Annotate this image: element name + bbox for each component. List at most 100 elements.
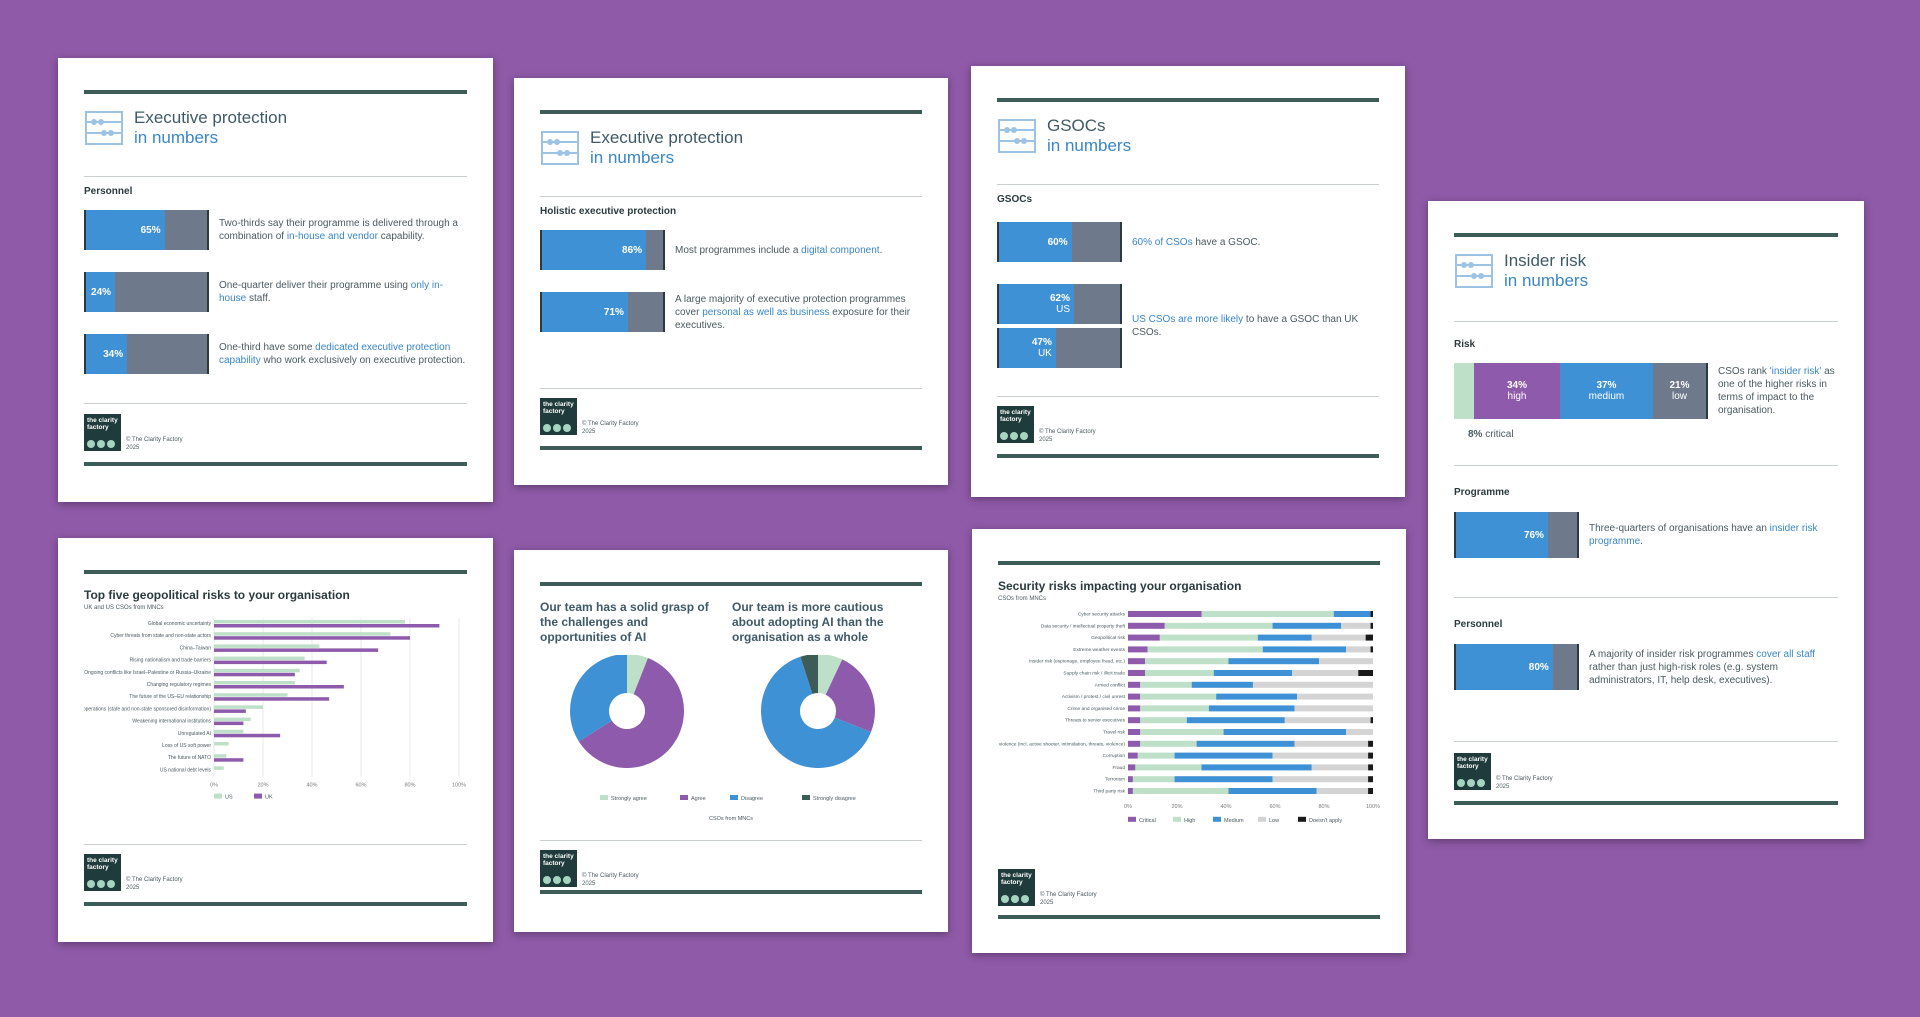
bar-uk [214, 624, 440, 628]
bar-medium [1186, 717, 1285, 724]
stat-row: 71% A large majority of executive protec… [540, 290, 922, 334]
bar-high [1140, 740, 1197, 747]
stat-bar: 60% [997, 222, 1122, 262]
category-label: Workplace violence (incl. active shooter… [998, 741, 1125, 747]
tick-label: 60% [355, 783, 366, 789]
bar-critical [1128, 752, 1138, 759]
legend-swatch [1213, 816, 1221, 822]
stat-bars: 62% US 47% UK [997, 284, 1122, 368]
clarity-factory-logo: the clarity factory [997, 406, 1034, 443]
security-risks-chart: 0% 20% 40% 60% 80% 100% Cyber security attacks… [998, 611, 1380, 824]
bar-medium [1213, 670, 1293, 676]
bar-uk [214, 758, 244, 762]
copyright: © The Clarity Factory 2025 [1040, 892, 1097, 906]
bar-medium [1216, 693, 1298, 700]
bar-medium [1196, 740, 1295, 747]
copyright: © The Clarity Factory 2025 [582, 421, 639, 435]
bar-us [214, 632, 391, 636]
pie-slice-strongly-agree [627, 655, 648, 695]
card-title: Executive protection [590, 128, 744, 147]
bar-high [1140, 729, 1224, 735]
source-label: CSOs from MNCs [709, 816, 753, 822]
tick-label: 80% [404, 783, 415, 789]
pie-slice-disagree [570, 655, 627, 742]
legend-swatch [254, 793, 262, 799]
stat-bar: 34% [84, 334, 209, 374]
bar-medium [1223, 729, 1347, 735]
stat-text: One-third have some dedicated executive … [219, 342, 466, 366]
abacus-icon [1455, 254, 1493, 288]
legend-swatch [1258, 816, 1266, 822]
bar-doesn-t-apply [1370, 646, 1373, 653]
bar-high [1201, 611, 1334, 617]
stat-fill: 80% [1456, 644, 1553, 690]
divider [84, 176, 467, 177]
bar-high [1164, 622, 1273, 629]
legend-label: US [225, 795, 233, 801]
stat-row: 76% Three-quarters of organisations have… [1454, 511, 1838, 559]
copyright: © The Clarity Factory 2025 [582, 873, 639, 887]
stat-row: 60% 60% of CSOs have a GSOC. [997, 220, 1379, 264]
category-label: Changing regulatory regimes [147, 682, 212, 688]
bar-critical [1128, 693, 1141, 700]
bar-uk [214, 721, 244, 726]
card-title: Executive protection [134, 108, 288, 127]
divider [1454, 465, 1838, 466]
bar-high [1132, 788, 1229, 794]
section-label: Personnel [1454, 619, 1503, 630]
bottom-rule [540, 890, 922, 894]
bar-uk [214, 733, 281, 738]
legend-swatch [600, 795, 608, 800]
pie-slice-agree [825, 659, 875, 732]
stat-bar: 86% [540, 230, 665, 270]
bar-medium [1262, 646, 1347, 653]
card-ai-attitudes: Our team has a solid grasp of the challe… [514, 550, 948, 932]
bar-medium [1174, 776, 1273, 783]
risk-stacked-bar: 34% high 37% medium 21% low [1454, 363, 1708, 419]
category-label: Ongoing conflicts like Israel–Palestine … [84, 670, 211, 676]
stat-fill: 86% [542, 230, 647, 270]
divider [540, 388, 922, 389]
stat-row: 65% Two-thirds say their programme is de… [84, 208, 467, 252]
bar-uk [214, 636, 410, 640]
stat-row-us-uk: 62% US 47% UK US CSOs are more likely to h… [997, 282, 1379, 370]
tick-label: 40% [306, 783, 317, 789]
card-title-accent: in numbers [1504, 271, 1589, 290]
legend-label: Low [1269, 818, 1279, 824]
bar-low [1311, 764, 1369, 771]
bar-doesn-t-apply [1368, 764, 1373, 771]
bar-us [214, 705, 263, 709]
stat-text: Two-thirds say their programme is delive… [219, 218, 458, 242]
bottom-rule [1454, 801, 1838, 805]
bar-medium [1257, 634, 1312, 641]
card-header: Executive protection in numbers [540, 128, 922, 168]
bar-high [1159, 634, 1258, 641]
legend-label: High [1184, 818, 1195, 824]
bar-us [214, 717, 251, 722]
bar-medium [1333, 611, 1371, 617]
section-label: Risk [1454, 339, 1476, 350]
bar-us [214, 620, 406, 624]
top-rule [1454, 233, 1838, 237]
top-rule [540, 582, 922, 586]
legend-label: Medium [1224, 818, 1244, 824]
bar-doesn-t-apply [1370, 717, 1373, 724]
bar-high [1140, 705, 1209, 712]
card-exec-holistic: Executive protection in numbers Holistic … [514, 78, 948, 485]
bar-us [214, 656, 305, 661]
stat-bar-us: 62% US [997, 284, 1122, 324]
card-header: GSOCs in numbers [997, 116, 1379, 156]
tick-label: 20% [1171, 804, 1182, 810]
legend-label: Strongly disagree [813, 796, 856, 802]
divider [540, 840, 922, 841]
bottom-rule [84, 462, 467, 466]
category-label: Travel risk [1103, 730, 1126, 736]
risk-critical-label: 8% critical [1468, 429, 1514, 440]
stat-fill: 34% [86, 334, 128, 374]
stat-text: US CSOs are more likely to have a GSOC t… [1132, 314, 1359, 338]
bar-critical [1128, 740, 1141, 747]
bar-critical [1128, 634, 1160, 641]
bar-low [1346, 729, 1373, 735]
legend-label: Strongly agree [611, 796, 647, 802]
bar-critical [1128, 788, 1133, 794]
